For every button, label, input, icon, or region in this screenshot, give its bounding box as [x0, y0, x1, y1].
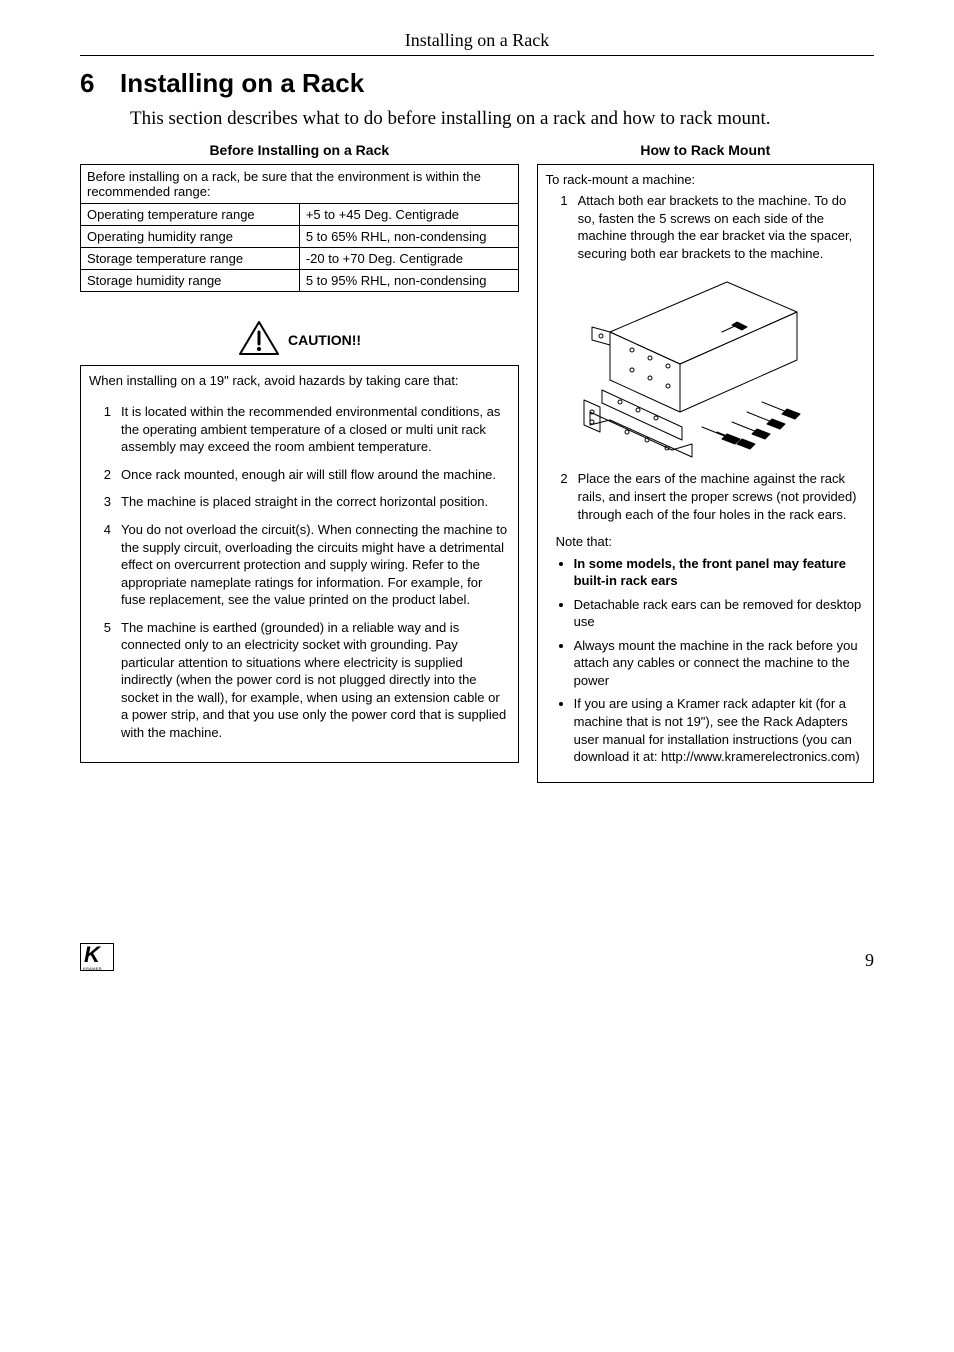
list-item: 5The machine is earthed (grounded) in a …	[89, 619, 510, 742]
env-label: Storage humidity range	[81, 270, 300, 291]
rack-ear-diagram	[572, 272, 865, 462]
rackmount-step: Attach both ear brackets to the machine.…	[578, 192, 865, 262]
table-row: Storage temperature range -20 to +70 Deg…	[81, 248, 518, 270]
list-item: 1Attach both ear brackets to the machine…	[546, 192, 865, 262]
list-item: If you are using a Kramer rack adapter k…	[574, 695, 865, 765]
caution-lead: When installing on a 19" rack, avoid haz…	[89, 372, 510, 390]
logo-letter: K	[84, 944, 100, 966]
section-title-text: Installing on a Rack	[120, 68, 364, 98]
env-value: -20 to +70 Deg. Centigrade	[300, 248, 518, 269]
note-text: If you are using a Kramer rack adapter k…	[574, 696, 860, 764]
env-label: Storage temperature range	[81, 248, 300, 269]
table-row: Operating temperature range +5 to +45 De…	[81, 204, 518, 226]
note-text: Always mount the machine in the rack bef…	[574, 638, 858, 688]
kramer-logo: K KRAMER	[80, 943, 114, 971]
rackmount-box: To rack-mount a machine: 1Attach both ea…	[537, 164, 874, 783]
list-item: Detachable rack ears can be removed for …	[574, 596, 865, 631]
env-value: +5 to +45 Deg. Centigrade	[300, 204, 518, 225]
section-number: 6	[80, 68, 120, 99]
list-item: 2Place the ears of the machine against t…	[546, 470, 865, 523]
environment-table: Before installing on a rack, be sure tha…	[80, 164, 519, 292]
table-row: Operating humidity range 5 to 65% RHL, n…	[81, 226, 518, 248]
table-row: Storage humidity range 5 to 95% RHL, non…	[81, 270, 518, 291]
caution-icon	[238, 320, 280, 361]
list-item: 3The machine is placed straight in the c…	[89, 493, 510, 511]
caution-item: Once rack mounted, enough air will still…	[121, 466, 510, 484]
env-label: Operating temperature range	[81, 204, 300, 225]
note-text: In some models, the front panel may feat…	[574, 556, 846, 589]
left-heading: Before Installing on a Rack	[80, 142, 519, 158]
env-intro: Before installing on a rack, be sure tha…	[81, 165, 518, 204]
rackmount-step: Place the ears of the machine against th…	[578, 470, 865, 523]
env-value: 5 to 65% RHL, non-condensing	[300, 226, 518, 247]
env-value: 5 to 95% RHL, non-condensing	[300, 270, 518, 291]
caution-item: You do not overload the circuit(s). When…	[121, 521, 510, 609]
list-item: 4You do not overload the circuit(s). Whe…	[89, 521, 510, 609]
note-text: Detachable rack ears can be removed for …	[574, 597, 862, 630]
note-heading: Note that:	[556, 533, 865, 551]
caution-label: CAUTION!!	[288, 332, 361, 348]
caution-box: When installing on a 19" rack, avoid haz…	[80, 365, 519, 763]
caution-item: The machine is earthed (grounded) in a r…	[121, 619, 510, 742]
logo-subtext: KRAMER	[83, 966, 102, 971]
caution-item: The machine is placed straight in the co…	[121, 493, 510, 511]
right-heading: How to Rack Mount	[537, 142, 874, 158]
env-label: Operating humidity range	[81, 226, 300, 247]
page-number: 9	[865, 950, 874, 971]
list-item: Always mount the machine in the rack bef…	[574, 637, 865, 690]
page-header: Installing on a Rack	[80, 30, 874, 56]
rackmount-lead: To rack-mount a machine:	[546, 171, 865, 189]
list-item: 1It is located within the recommended en…	[89, 403, 510, 456]
caution-item: It is located within the recommended env…	[121, 403, 510, 456]
section-title: 6Installing on a Rack	[80, 68, 874, 99]
list-item: 2Once rack mounted, enough air will stil…	[89, 466, 510, 484]
list-item: In some models, the front panel may feat…	[574, 555, 865, 590]
section-intro: This section describes what to do before…	[130, 107, 874, 132]
